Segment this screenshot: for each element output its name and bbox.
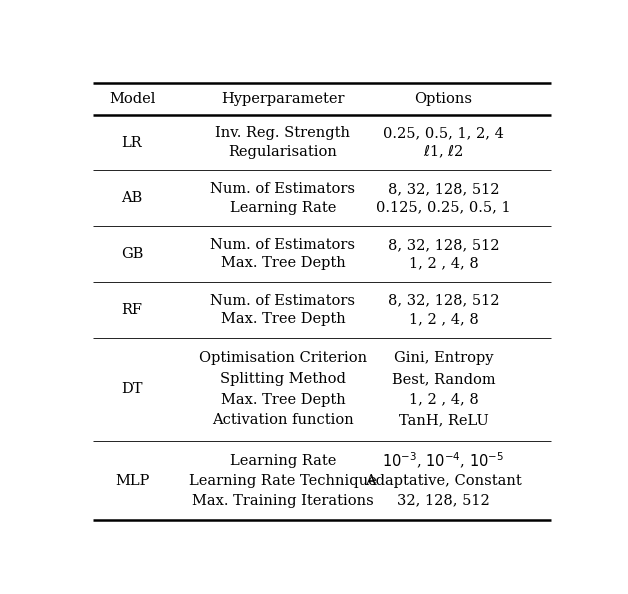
Text: 0.125, 0.25, 0.5, 1: 0.125, 0.25, 0.5, 1 (376, 201, 511, 214)
Text: Best, Random: Best, Random (392, 372, 495, 386)
Text: AB: AB (121, 191, 143, 206)
Text: Num. of Estimators: Num. of Estimators (210, 293, 355, 308)
Text: GB: GB (121, 247, 143, 261)
Text: Splitting Method: Splitting Method (220, 372, 346, 386)
Text: $10^{-3}$, $10^{-4}$, $10^{-5}$: $10^{-3}$, $10^{-4}$, $10^{-5}$ (382, 451, 505, 471)
Text: 8, 32, 128, 512: 8, 32, 128, 512 (387, 182, 499, 196)
Text: Hyperparameter: Hyperparameter (221, 91, 345, 106)
Text: Learning Rate Technique: Learning Rate Technique (189, 473, 377, 488)
Text: 8, 32, 128, 512: 8, 32, 128, 512 (387, 238, 499, 252)
Text: 8, 32, 128, 512: 8, 32, 128, 512 (387, 293, 499, 308)
Text: Num. of Estimators: Num. of Estimators (210, 182, 355, 196)
Text: Max. Tree Depth: Max. Tree Depth (220, 312, 345, 326)
Text: 0.25, 0.5, 1, 2, 4: 0.25, 0.5, 1, 2, 4 (383, 127, 504, 140)
Text: Learning Rate: Learning Rate (230, 454, 336, 468)
Text: MLP: MLP (115, 473, 149, 488)
Text: 1, 2 , 4, 8: 1, 2 , 4, 8 (409, 257, 479, 270)
Text: RF: RF (122, 303, 143, 317)
Text: Activation function: Activation function (212, 413, 354, 427)
Text: $\ell$1, $\ell$2: $\ell$1, $\ell$2 (423, 144, 464, 160)
Text: TanH, ReLU: TanH, ReLU (399, 413, 489, 427)
Text: 1, 2 , 4, 8: 1, 2 , 4, 8 (409, 393, 479, 407)
Text: Num. of Estimators: Num. of Estimators (210, 238, 355, 252)
Text: Model: Model (109, 91, 155, 106)
Text: Max. Tree Depth: Max. Tree Depth (220, 393, 345, 407)
Text: Learning Rate: Learning Rate (230, 201, 336, 214)
Text: Optimisation Criterion: Optimisation Criterion (199, 352, 367, 365)
Text: Regularisation: Regularisation (229, 145, 337, 159)
Text: Adaptative, Constant: Adaptative, Constant (365, 473, 522, 488)
Text: LR: LR (122, 135, 143, 150)
Text: Options: Options (414, 91, 472, 106)
Text: DT: DT (121, 383, 143, 396)
Text: Max. Tree Depth: Max. Tree Depth (220, 257, 345, 270)
Text: Inv. Reg. Strength: Inv. Reg. Strength (215, 127, 350, 140)
Text: 1, 2 , 4, 8: 1, 2 , 4, 8 (409, 312, 479, 326)
Text: Max. Training Iterations: Max. Training Iterations (192, 494, 374, 507)
Text: Gini, Entropy: Gini, Entropy (394, 352, 493, 365)
Text: 32, 128, 512: 32, 128, 512 (397, 494, 490, 507)
